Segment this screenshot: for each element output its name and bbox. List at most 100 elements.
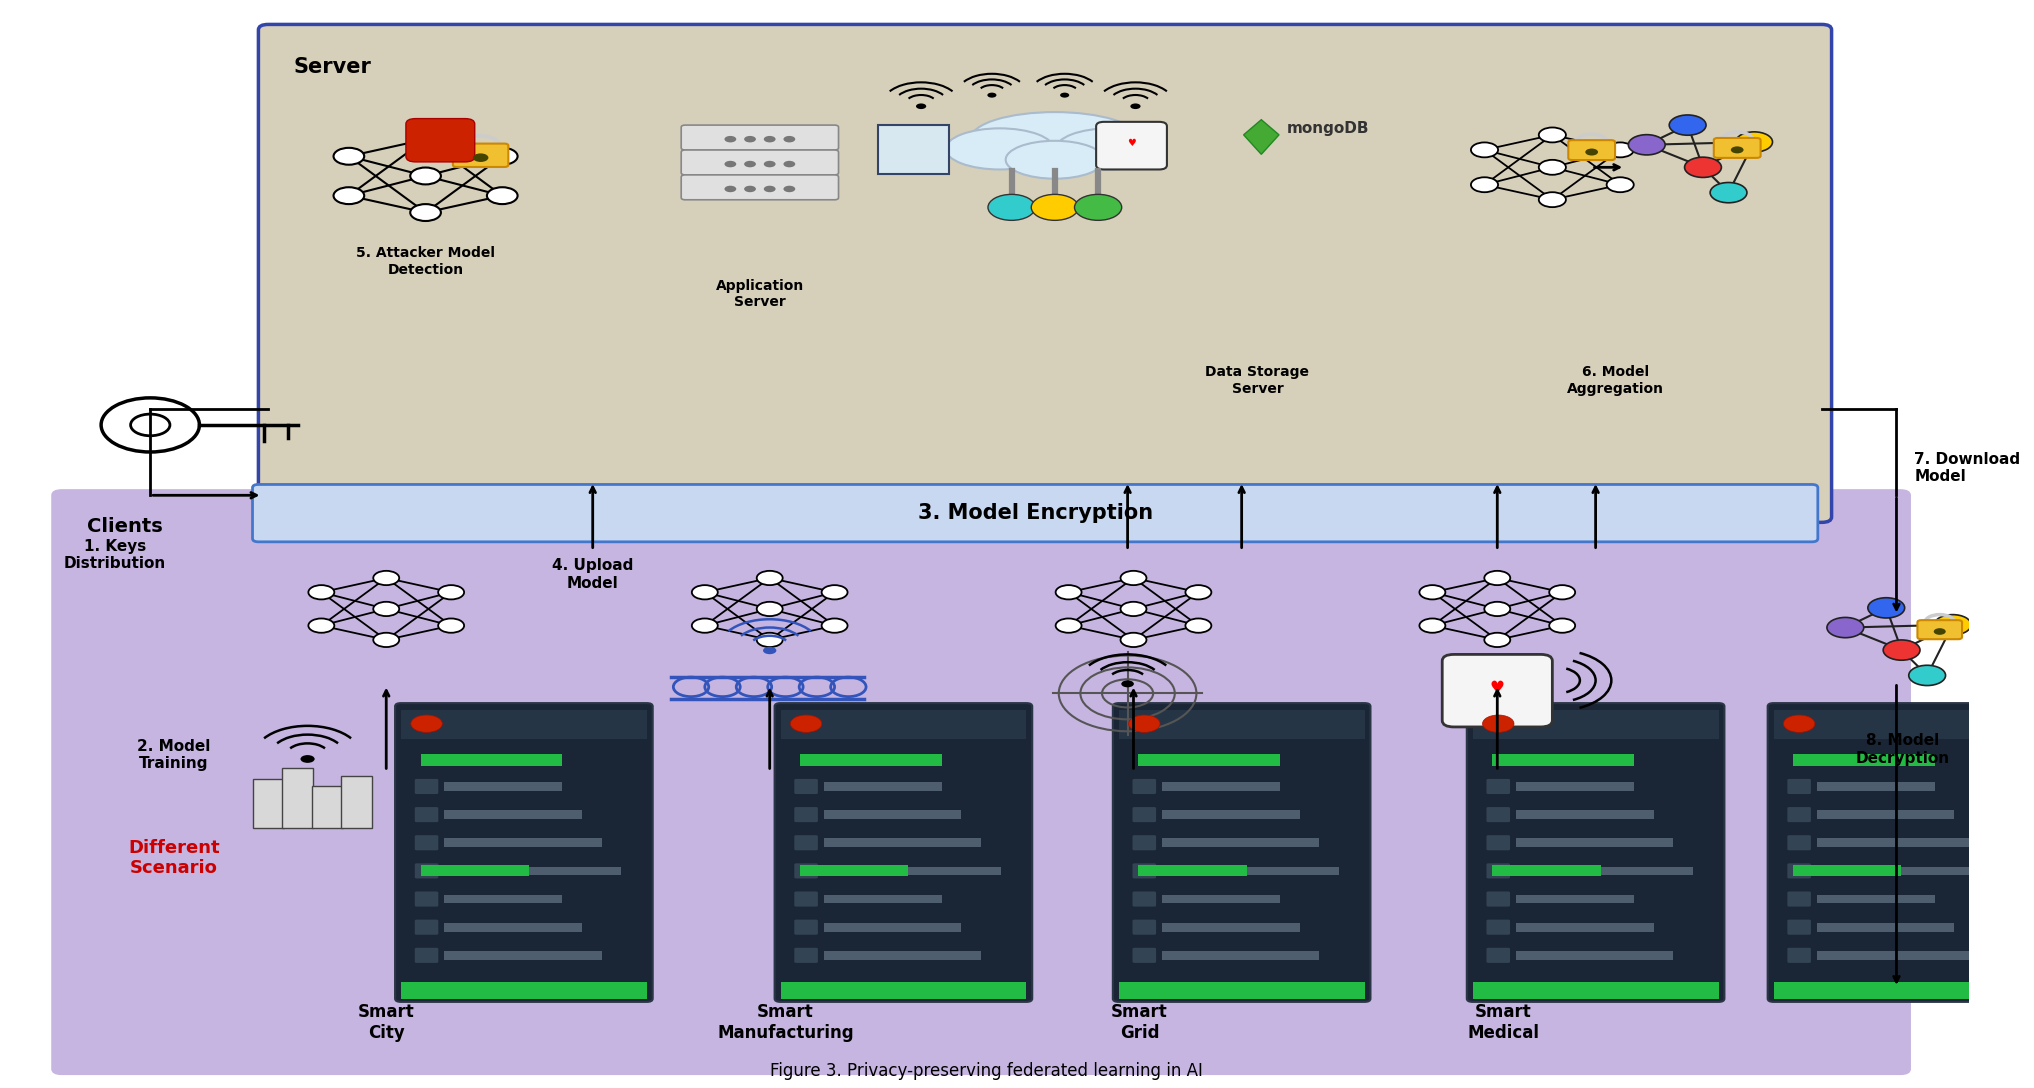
Circle shape <box>783 161 795 168</box>
Text: Clients: Clients <box>87 517 163 536</box>
FancyBboxPatch shape <box>793 948 818 963</box>
Circle shape <box>309 585 334 599</box>
Circle shape <box>1584 149 1599 156</box>
Text: mongoDB: mongoDB <box>1288 121 1369 136</box>
FancyBboxPatch shape <box>1816 951 1975 960</box>
FancyBboxPatch shape <box>1493 865 1601 876</box>
FancyBboxPatch shape <box>1161 951 1320 960</box>
Circle shape <box>1186 585 1212 599</box>
Circle shape <box>783 136 795 143</box>
Circle shape <box>1540 160 1566 175</box>
FancyBboxPatch shape <box>421 754 561 766</box>
FancyBboxPatch shape <box>1487 863 1509 878</box>
Circle shape <box>986 92 997 98</box>
FancyBboxPatch shape <box>824 839 980 848</box>
Circle shape <box>765 186 775 193</box>
Circle shape <box>486 148 517 164</box>
FancyBboxPatch shape <box>1487 807 1509 823</box>
FancyBboxPatch shape <box>443 782 561 791</box>
FancyBboxPatch shape <box>1515 951 1674 960</box>
Circle shape <box>1607 143 1633 158</box>
FancyBboxPatch shape <box>1161 839 1320 848</box>
Polygon shape <box>1243 120 1279 154</box>
FancyBboxPatch shape <box>879 125 948 174</box>
Circle shape <box>1731 147 1743 153</box>
FancyBboxPatch shape <box>824 811 962 819</box>
FancyBboxPatch shape <box>342 776 372 828</box>
Circle shape <box>822 618 848 633</box>
Circle shape <box>724 136 736 143</box>
Circle shape <box>301 755 315 763</box>
Text: Smart
Manufacturing: Smart Manufacturing <box>718 1003 854 1042</box>
Circle shape <box>1550 585 1574 599</box>
FancyBboxPatch shape <box>1473 709 1719 739</box>
FancyBboxPatch shape <box>454 144 508 166</box>
Circle shape <box>744 186 757 193</box>
FancyBboxPatch shape <box>311 787 344 828</box>
FancyBboxPatch shape <box>793 919 818 935</box>
Text: 4. Upload
Model: 4. Upload Model <box>551 558 633 591</box>
Circle shape <box>437 585 464 599</box>
Circle shape <box>989 195 1035 221</box>
Circle shape <box>744 161 757 168</box>
FancyBboxPatch shape <box>1487 836 1509 851</box>
Circle shape <box>374 602 399 616</box>
FancyBboxPatch shape <box>1788 863 1810 878</box>
FancyBboxPatch shape <box>443 866 620 875</box>
Text: 7. Download
Model: 7. Download Model <box>1914 452 2020 484</box>
Circle shape <box>309 618 334 633</box>
FancyBboxPatch shape <box>395 703 653 1002</box>
Circle shape <box>1483 715 1513 732</box>
FancyBboxPatch shape <box>443 923 582 931</box>
Circle shape <box>1471 143 1499 158</box>
FancyBboxPatch shape <box>1918 620 1963 640</box>
FancyBboxPatch shape <box>415 863 439 878</box>
FancyBboxPatch shape <box>1119 709 1365 739</box>
FancyBboxPatch shape <box>1515 839 1674 848</box>
FancyBboxPatch shape <box>824 894 942 903</box>
Ellipse shape <box>972 112 1139 164</box>
FancyBboxPatch shape <box>1788 779 1810 794</box>
Circle shape <box>411 715 441 732</box>
Circle shape <box>1784 715 1814 732</box>
FancyBboxPatch shape <box>799 754 942 766</box>
FancyBboxPatch shape <box>793 836 818 851</box>
FancyBboxPatch shape <box>1515 894 1633 903</box>
FancyBboxPatch shape <box>793 779 818 794</box>
Circle shape <box>822 585 848 599</box>
FancyBboxPatch shape <box>1161 782 1279 791</box>
Circle shape <box>1540 193 1566 207</box>
Circle shape <box>791 715 822 732</box>
FancyBboxPatch shape <box>1774 709 2020 739</box>
FancyBboxPatch shape <box>1515 923 1654 931</box>
Circle shape <box>1060 92 1070 98</box>
FancyBboxPatch shape <box>1788 948 1810 963</box>
FancyBboxPatch shape <box>53 490 1910 1074</box>
FancyBboxPatch shape <box>1119 982 1365 999</box>
FancyBboxPatch shape <box>1096 122 1168 170</box>
FancyBboxPatch shape <box>793 807 818 823</box>
FancyBboxPatch shape <box>681 175 838 200</box>
FancyBboxPatch shape <box>1816 923 1955 931</box>
FancyBboxPatch shape <box>415 919 439 935</box>
Text: 8. Model
Decryption: 8. Model Decryption <box>1855 733 1949 766</box>
FancyBboxPatch shape <box>793 891 818 906</box>
FancyBboxPatch shape <box>407 119 474 162</box>
Circle shape <box>1711 183 1747 202</box>
Circle shape <box>692 618 718 633</box>
Circle shape <box>1908 665 1947 685</box>
FancyBboxPatch shape <box>415 891 439 906</box>
FancyBboxPatch shape <box>1487 919 1509 935</box>
Text: ♥: ♥ <box>1489 679 1505 697</box>
FancyBboxPatch shape <box>443 951 602 960</box>
FancyBboxPatch shape <box>1161 923 1300 931</box>
Circle shape <box>486 187 517 205</box>
Circle shape <box>1074 195 1121 221</box>
FancyBboxPatch shape <box>258 24 1831 522</box>
FancyBboxPatch shape <box>252 484 1818 542</box>
Text: Smart
City: Smart City <box>358 1003 415 1042</box>
Circle shape <box>411 168 441 184</box>
FancyBboxPatch shape <box>824 866 1001 875</box>
Circle shape <box>1827 617 1863 638</box>
Circle shape <box>374 633 399 647</box>
